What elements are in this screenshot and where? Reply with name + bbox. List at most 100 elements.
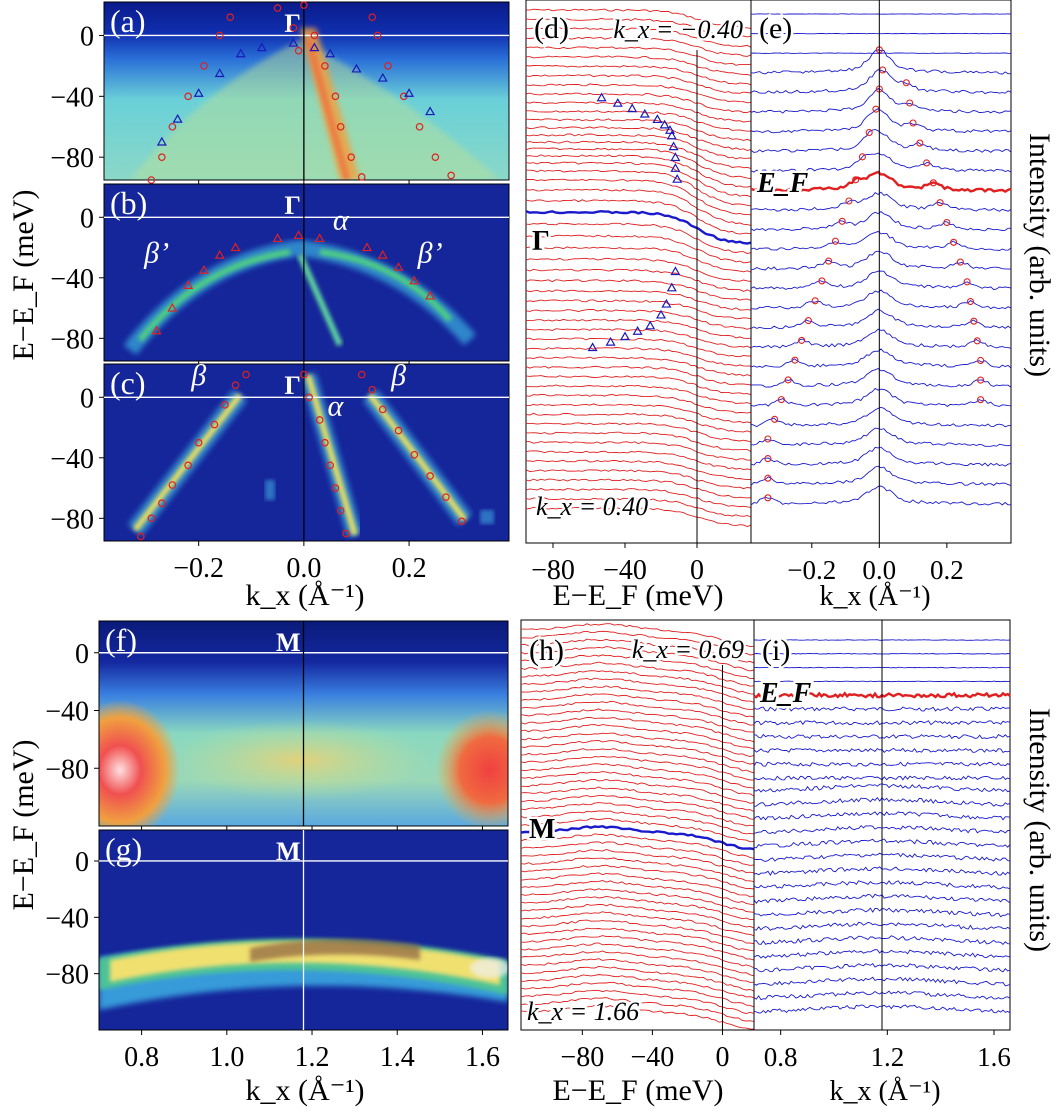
edc-curve xyxy=(525,375,752,396)
red-circle-marker xyxy=(426,472,434,480)
symmetry-point-label: Γ xyxy=(284,371,301,400)
band-label: β xyxy=(190,359,206,392)
edc-curve xyxy=(525,309,752,330)
red-circle-marker xyxy=(784,376,792,384)
edc-curve xyxy=(520,700,755,726)
red-triangle-marker xyxy=(230,242,241,252)
panel-c-markers: 0 −40 −80 −0.2 0.0 0.2 (c) Γβ α β xyxy=(50,359,510,584)
red-circle-marker xyxy=(977,396,985,404)
red-circle-marker xyxy=(331,484,340,492)
blue-triangle-marker xyxy=(235,48,246,58)
red-circle-marker xyxy=(221,401,229,409)
panel-label: (i) xyxy=(762,634,790,667)
red-circle-marker xyxy=(315,416,324,424)
band-label: α xyxy=(328,389,345,422)
edc-curve xyxy=(520,841,755,866)
red-circle-marker xyxy=(168,122,177,131)
red-circle-marker xyxy=(916,139,924,147)
panel-label: (d) xyxy=(534,12,569,45)
edc-curve xyxy=(520,935,755,961)
red-circle-marker xyxy=(771,415,779,423)
panel-d-curves xyxy=(525,8,752,543)
mdc-curve xyxy=(750,485,1012,506)
mdc-curve xyxy=(750,211,1012,232)
edc-curve xyxy=(525,257,752,282)
red-circle-marker xyxy=(764,474,772,482)
edc-curve xyxy=(526,55,752,76)
edc-curve xyxy=(525,289,752,311)
edc-curve xyxy=(525,133,752,160)
x-tick-label: 0.8 xyxy=(124,1042,159,1073)
bottom-k-label: k_x = 0.40 xyxy=(536,492,648,521)
red-circle-marker xyxy=(300,1,308,9)
red-circle-marker xyxy=(415,122,424,131)
y-tick-label: −80 xyxy=(45,754,89,785)
mdc-curve xyxy=(750,446,1012,467)
blue-triangle-marker xyxy=(632,326,643,335)
red-circle-marker xyxy=(457,517,466,526)
red-circle-marker xyxy=(342,529,350,538)
edc-curve xyxy=(520,818,755,843)
edc-curve xyxy=(520,755,755,781)
y-tick-label: −80 xyxy=(50,504,94,535)
edc-curve xyxy=(526,318,752,339)
mdc-curve xyxy=(750,129,1012,153)
panel-a-frame xyxy=(103,1,510,181)
edc-curve xyxy=(525,487,752,509)
red-circle-marker xyxy=(331,92,340,101)
blue-triangle-marker xyxy=(156,136,167,146)
panel-label: (g) xyxy=(105,831,142,867)
panel-g-markers: 0 −40 −80 0.8 1.0 1.2 1.4 1.6 (g) M xyxy=(45,829,509,1073)
edc-curve xyxy=(525,92,752,113)
edc-curve xyxy=(525,199,752,235)
red-circle-marker xyxy=(321,438,329,447)
xlabel-k-bottom: k_x (Å⁻¹) xyxy=(246,1074,365,1107)
panel-b: 0 −40 −80 (b) Γβ’ α β’ xyxy=(50,183,510,366)
blue-triangle-marker xyxy=(214,68,225,78)
red-circle-marker xyxy=(950,238,958,246)
mdc-curve xyxy=(750,108,1012,134)
blue-triangle-marker xyxy=(325,48,336,58)
xlabel-e-top: E−E_F (meV) xyxy=(552,579,723,612)
blue-triangle-marker xyxy=(664,125,676,134)
blue-triangle-marker xyxy=(256,42,267,52)
red-circle-marker xyxy=(956,258,964,266)
edc-curve xyxy=(525,83,752,104)
edc-curve xyxy=(520,911,755,937)
y-tick-label: 0 xyxy=(75,847,89,878)
red-circle-marker xyxy=(977,356,985,365)
mdc-curve xyxy=(750,69,1012,95)
symmetry-point-label: Γ xyxy=(284,9,301,38)
x-tick-label: 0.8 xyxy=(764,1042,798,1072)
x-tick-label: −80 xyxy=(560,1042,604,1073)
red-circle-marker xyxy=(158,499,166,507)
red-circle-marker xyxy=(791,356,799,364)
red-circle-marker xyxy=(184,461,192,470)
edc-curve xyxy=(525,27,752,48)
red-circle-marker xyxy=(215,31,224,40)
edc-curve xyxy=(525,36,752,57)
edc-curve xyxy=(525,497,752,518)
red-circle-marker xyxy=(831,237,839,245)
mdc-curve xyxy=(750,49,1012,75)
edc-curve xyxy=(525,147,752,180)
blue-triangle-marker xyxy=(596,92,607,102)
mdc-curve xyxy=(750,308,1012,330)
edc-curve xyxy=(520,708,755,733)
xlabel-k-e: k_x (Å⁻¹) xyxy=(819,581,930,612)
y-tick-label: 0 xyxy=(80,383,94,414)
red-triangle-marker xyxy=(198,265,209,274)
blue-triangle-marker xyxy=(172,113,183,123)
mdc-curve xyxy=(750,348,1012,369)
red-circle-marker xyxy=(368,13,377,22)
edc-curve xyxy=(520,661,755,687)
edc-curve xyxy=(525,46,752,66)
panel-label: (h) xyxy=(529,634,564,667)
edc-curve xyxy=(525,365,752,386)
edc-curve xyxy=(520,693,755,718)
panel-a: 0 −40 −80 (a) Γ xyxy=(50,1,510,185)
red-circle-marker xyxy=(825,257,833,265)
edc-curve xyxy=(520,872,755,898)
red-circle-marker xyxy=(378,405,387,414)
